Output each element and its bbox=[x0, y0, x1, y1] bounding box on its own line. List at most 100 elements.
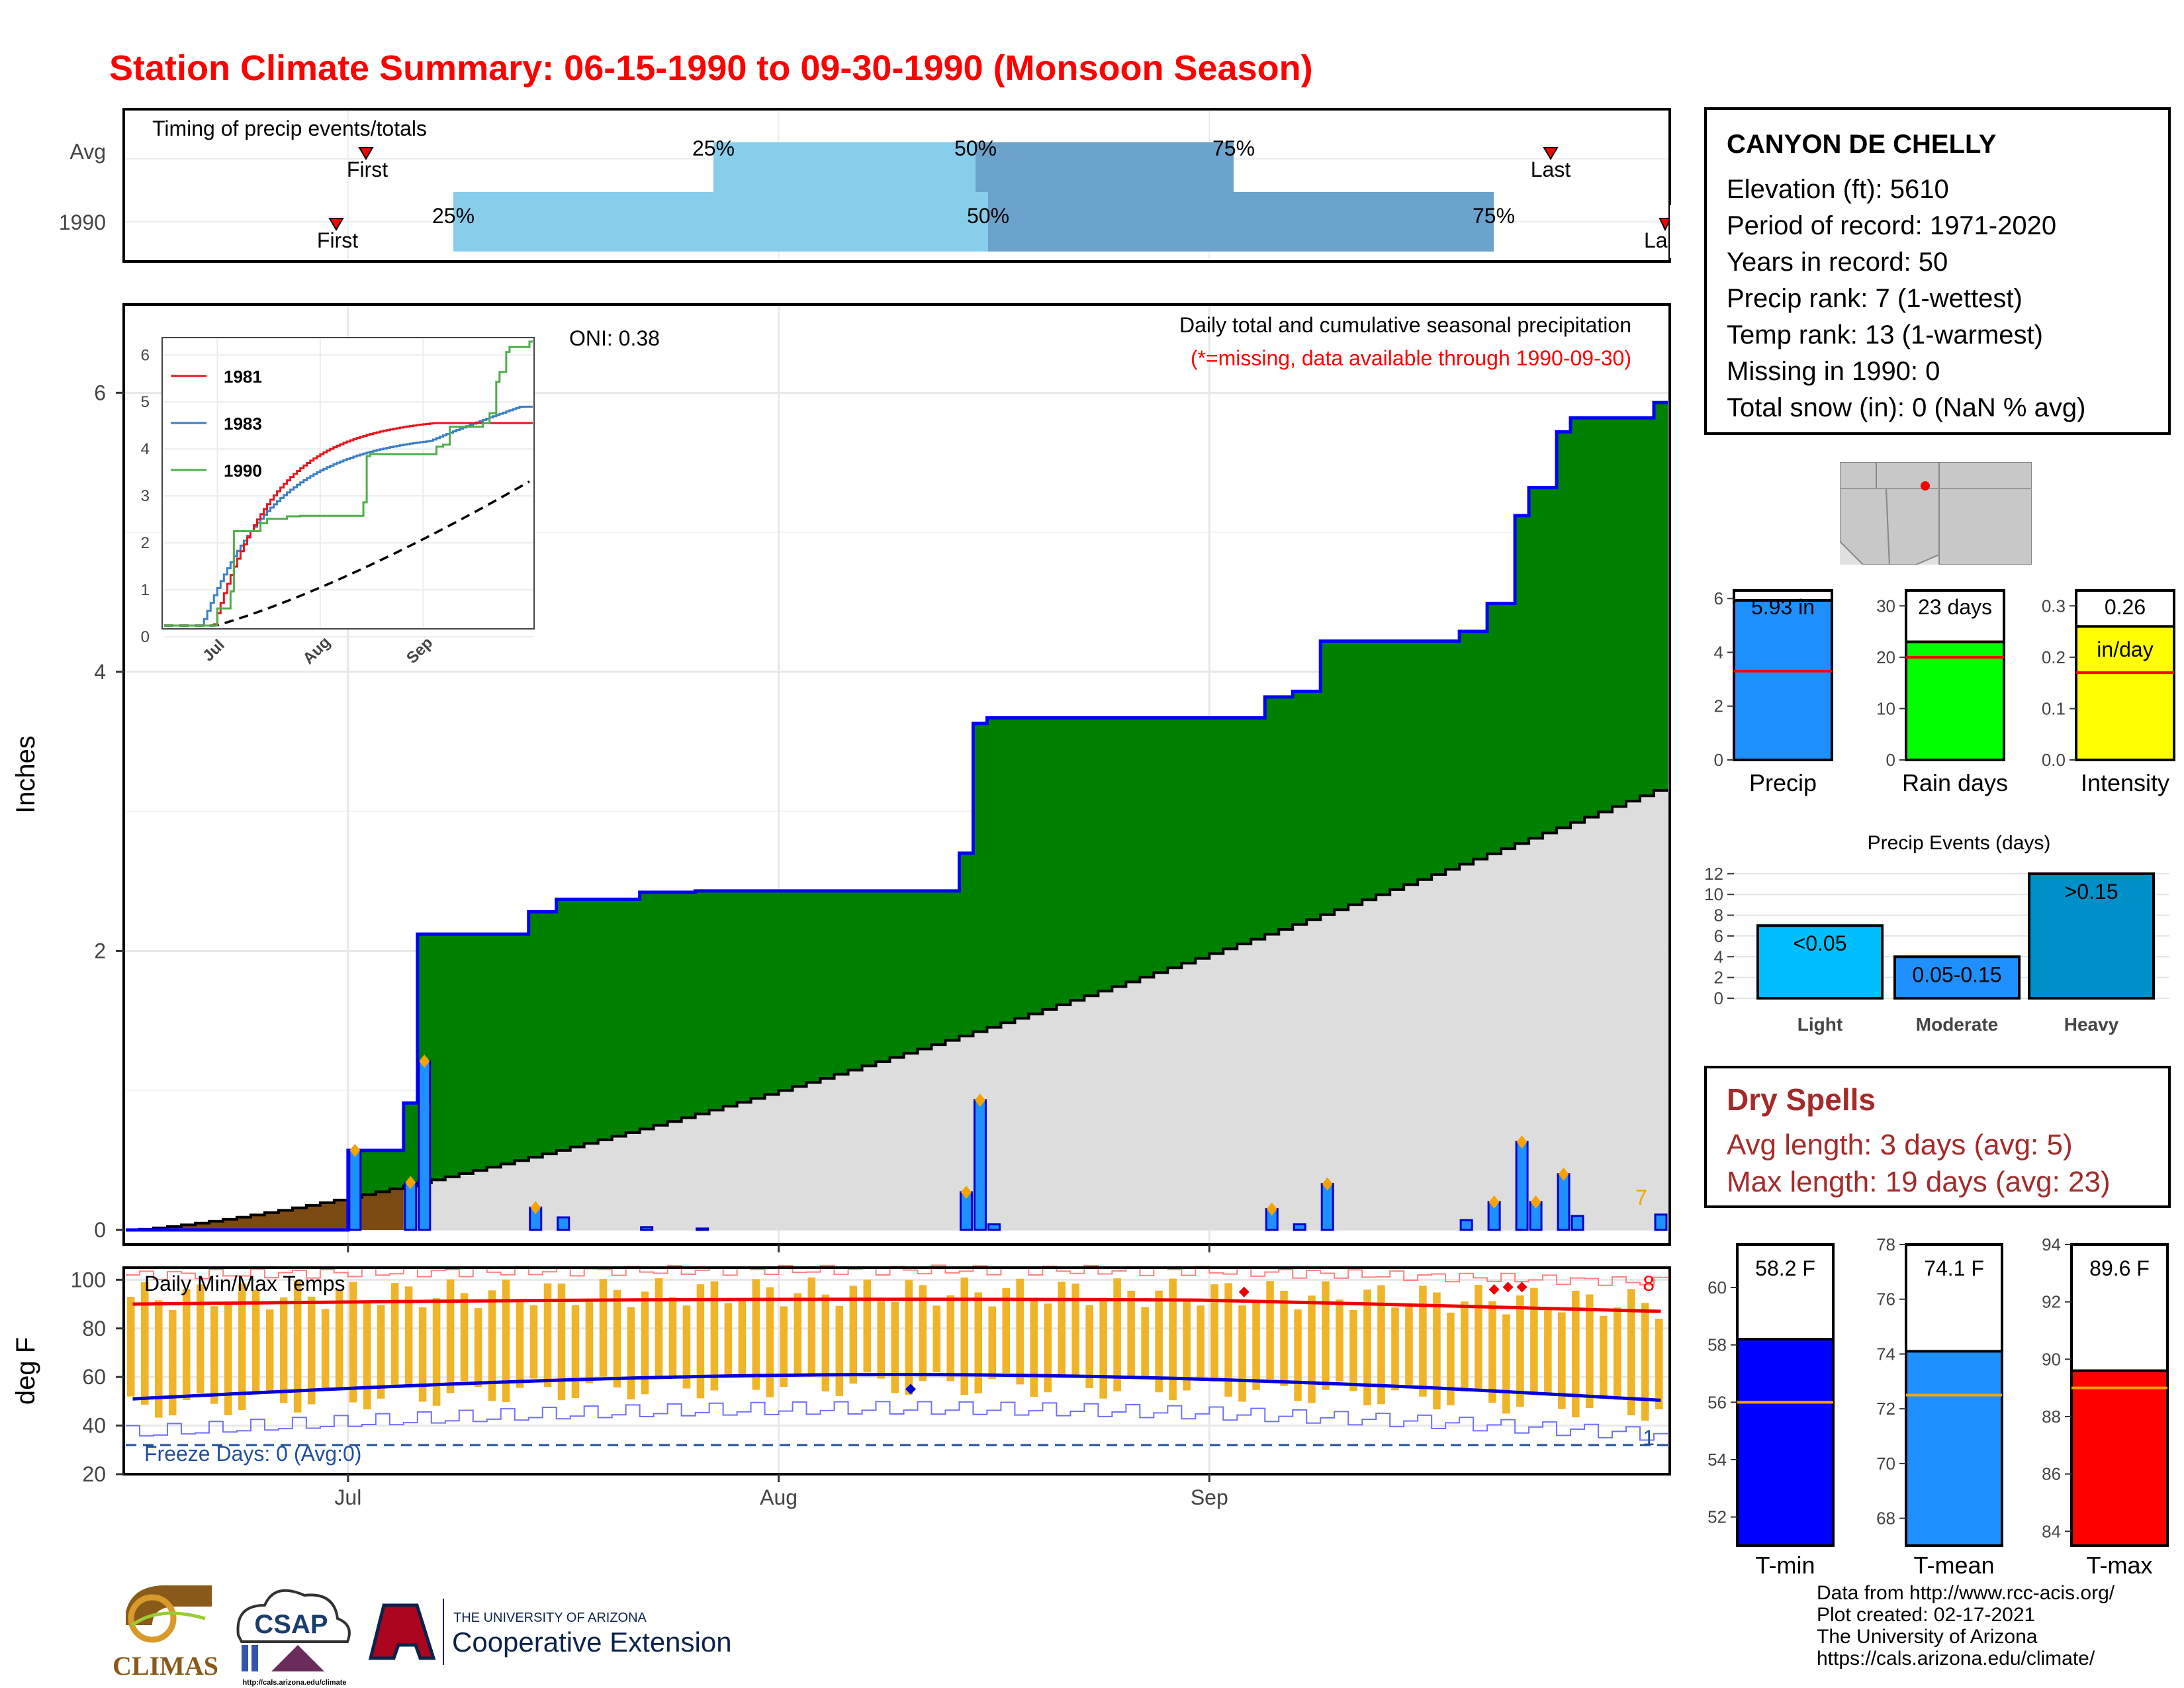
temp-summary-tick-label: 90 bbox=[2042, 1349, 2061, 1369]
daily-temp-bar bbox=[127, 1297, 135, 1397]
daily-temp-bar bbox=[1294, 1309, 1302, 1401]
heavy-day-marker bbox=[349, 1143, 361, 1157]
temp-frame bbox=[122, 1266, 1671, 1476]
temp-summary-tick-label: 68 bbox=[1876, 1509, 1895, 1528]
daily-temp-bar bbox=[1641, 1303, 1649, 1421]
daily-temp-bars bbox=[127, 1277, 1663, 1421]
temp-summary-tick-label: 52 bbox=[1707, 1507, 1727, 1527]
daily-temp-bar bbox=[446, 1279, 455, 1393]
daily-temp-bar bbox=[460, 1293, 469, 1382]
events-tick-label: 4 bbox=[1714, 947, 1723, 966]
summary-tick-label: 0 bbox=[1714, 750, 1723, 770]
daily-temp-bar bbox=[1349, 1309, 1357, 1391]
daily-temp-bar bbox=[307, 1296, 316, 1405]
daily-temp-bar bbox=[974, 1292, 982, 1394]
temp-y-tick-label: 40 bbox=[82, 1414, 106, 1438]
daily-temp-bar bbox=[1113, 1278, 1121, 1391]
temp-y-tick-label: 80 bbox=[82, 1317, 106, 1340]
daily-temp-bar bbox=[738, 1300, 747, 1376]
daily-precip-bar bbox=[1459, 1219, 1473, 1231]
legend-note: (*=missing, data available through 1990-… bbox=[1191, 346, 1631, 370]
summary-tick-label: 2 bbox=[1714, 696, 1723, 716]
temp-summary-bar bbox=[1736, 1338, 1835, 1547]
cumulative-1990-line bbox=[126, 400, 1668, 1232]
temp-y-tick-label: 60 bbox=[82, 1365, 106, 1389]
daily-temp-bar bbox=[349, 1282, 357, 1403]
daily-temp-bar bbox=[1655, 1319, 1663, 1409]
heavy-day-marker bbox=[405, 1176, 416, 1190]
daily-precip-bar bbox=[557, 1216, 570, 1231]
events-bar-label: 0.05-0.15 bbox=[1912, 962, 2001, 986]
daily-temp-bar bbox=[1169, 1278, 1177, 1401]
record-low-line bbox=[126, 1401, 1668, 1441]
inset-1983-line bbox=[164, 405, 533, 627]
daily-temp-bar bbox=[919, 1285, 927, 1382]
oni-label: ONI: 0.38 bbox=[569, 326, 660, 350]
y-tick-label: 6 bbox=[94, 381, 106, 404]
daily-temp-bar bbox=[1627, 1289, 1635, 1416]
daily-temp-bar bbox=[557, 1284, 566, 1401]
events-tick-label: 10 bbox=[1704, 884, 1723, 904]
daily-temp-bar bbox=[1488, 1301, 1496, 1403]
inset-y-tick-label: 6 bbox=[141, 346, 150, 364]
daily-temp-bar bbox=[668, 1297, 677, 1376]
events-bar bbox=[2028, 872, 2155, 1000]
daily-precip-bar bbox=[1515, 1141, 1529, 1231]
timing-row-avg: Avg bbox=[69, 140, 106, 164]
daily-temp-bar bbox=[1391, 1307, 1399, 1391]
daily-temp-bar bbox=[1044, 1303, 1052, 1393]
footer-university: The University of Arizona bbox=[1817, 1626, 2038, 1648]
page-title: Station Climate Summary: 06-15-1990 to 0… bbox=[109, 48, 1313, 88]
temp-axis-ticks: 20 40 60 80 100 Jul Aug Sep bbox=[71, 1268, 1228, 1509]
timing-row-1990: 1990 bbox=[59, 211, 106, 234]
summary-bar bbox=[1733, 599, 1833, 761]
daily-temp-bar bbox=[863, 1280, 872, 1373]
y1990-50-75-bar bbox=[988, 192, 1494, 252]
daily-precip-bars bbox=[348, 1054, 1668, 1231]
temp-summary-tick-label: 56 bbox=[1707, 1392, 1727, 1412]
summary-category-label: Rain days bbox=[1902, 769, 2008, 796]
daily-temp-bar bbox=[766, 1287, 774, 1397]
temp-x-tick-label: Sep bbox=[1191, 1485, 1228, 1509]
daily-temp-bar bbox=[154, 1300, 163, 1418]
daily-precip-bar bbox=[987, 1223, 1001, 1231]
daily-temp-bar bbox=[1071, 1284, 1079, 1376]
daily-temp-bar bbox=[877, 1301, 886, 1379]
daily-temp-bar bbox=[988, 1306, 996, 1380]
daily-temp-bar bbox=[1224, 1283, 1232, 1397]
daily-temp-bar bbox=[1572, 1290, 1580, 1418]
events-bar bbox=[1893, 955, 2021, 1000]
station-location-marker bbox=[1921, 481, 1930, 491]
y1990-first-label: First bbox=[317, 228, 358, 252]
inset-legend-1981: 1981 bbox=[224, 367, 262, 387]
footer-created: Plot created: 02-17-2021 bbox=[1817, 1604, 2036, 1626]
daily-temp-bar bbox=[1002, 1288, 1010, 1374]
climas-logo-swoosh bbox=[131, 1611, 206, 1627]
inset-grid bbox=[164, 339, 533, 637]
daily-temp-bar bbox=[655, 1278, 663, 1380]
daily-temp-bar bbox=[1099, 1297, 1107, 1399]
daily-temp-bar bbox=[821, 1294, 830, 1391]
summary-category-label: Precip bbox=[1749, 769, 1817, 796]
y-tick-label: 4 bbox=[94, 660, 106, 684]
daily-temp-bar bbox=[1405, 1307, 1413, 1385]
summary-tick-label: 4 bbox=[1714, 642, 1723, 662]
station-temp-rank: Temp rank: 13 (1-warmest) bbox=[1727, 320, 2043, 350]
daily-precip-bar bbox=[1320, 1182, 1334, 1231]
daily-temp-bar bbox=[474, 1308, 482, 1387]
daily-temp-bar bbox=[210, 1306, 218, 1404]
y-tick-label: 0 bbox=[94, 1218, 106, 1242]
daily-temp-bar bbox=[807, 1277, 816, 1377]
precip-y-label: Inches bbox=[11, 735, 40, 814]
daily-temp-bar bbox=[1141, 1307, 1149, 1378]
daily-temp-bar bbox=[224, 1305, 232, 1416]
daily-temp-bar bbox=[404, 1286, 413, 1388]
csap-logo: CSAP http://cals.arizona.edu/climate bbox=[236, 1589, 351, 1687]
temp-summary-tick-label: 88 bbox=[2042, 1407, 2061, 1427]
temp-label: Daily Min/Max Temps bbox=[144, 1272, 345, 1295]
station-period: Period of record: 1971-2020 bbox=[1727, 211, 2057, 240]
daily-temp-bar bbox=[251, 1289, 260, 1395]
daily-temp-bar bbox=[1127, 1290, 1135, 1378]
daily-temp-bar bbox=[1586, 1294, 1594, 1409]
daily-temp-bar bbox=[752, 1279, 760, 1390]
